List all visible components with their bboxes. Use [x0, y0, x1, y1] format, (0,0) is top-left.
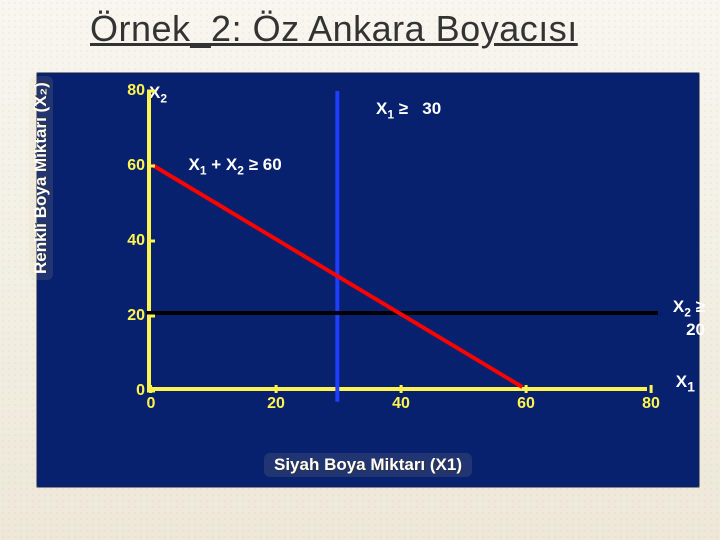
plot-area: X1 020406080020406080X1 ≥ 30X1 + X2 ≥ 60… [147, 91, 647, 391]
y-axis-title: Renkli Boya Miktarı (X₂) [29, 76, 53, 280]
y-tick: 20 [121, 307, 145, 325]
x-axis-title: Siyah Boya Miktarı (X1) [264, 453, 472, 477]
x-tick: 80 [642, 395, 660, 413]
plot-wrap: X2 X1 020406080020406080X1 ≥ 30X1 + X2 ≥… [117, 91, 677, 431]
x-tick: 20 [267, 395, 285, 413]
constraint-lines [151, 91, 647, 387]
label-x1x2-ge-60: X1 + X2 ≥ 60 [189, 155, 282, 177]
chart-panel: Renkli Boya Miktarı (X₂) Siyah Boya Mikt… [36, 72, 700, 488]
y-tick: 80 [121, 82, 145, 100]
page-title: Örnek_2: Öz Ankara Boyacısı [90, 8, 578, 50]
x-tick: 40 [392, 395, 410, 413]
x-tick: 0 [147, 395, 156, 413]
label-x2-ge-20: X2 ≥20 [668, 297, 705, 339]
x-var-label: X1 [676, 372, 695, 395]
y-tick: 0 [121, 382, 145, 400]
label-x1-ge-30: X1 ≥ 30 [376, 99, 441, 121]
y-tick: 40 [121, 232, 145, 250]
y-tick: 60 [121, 157, 145, 175]
x-tick: 60 [517, 395, 535, 413]
